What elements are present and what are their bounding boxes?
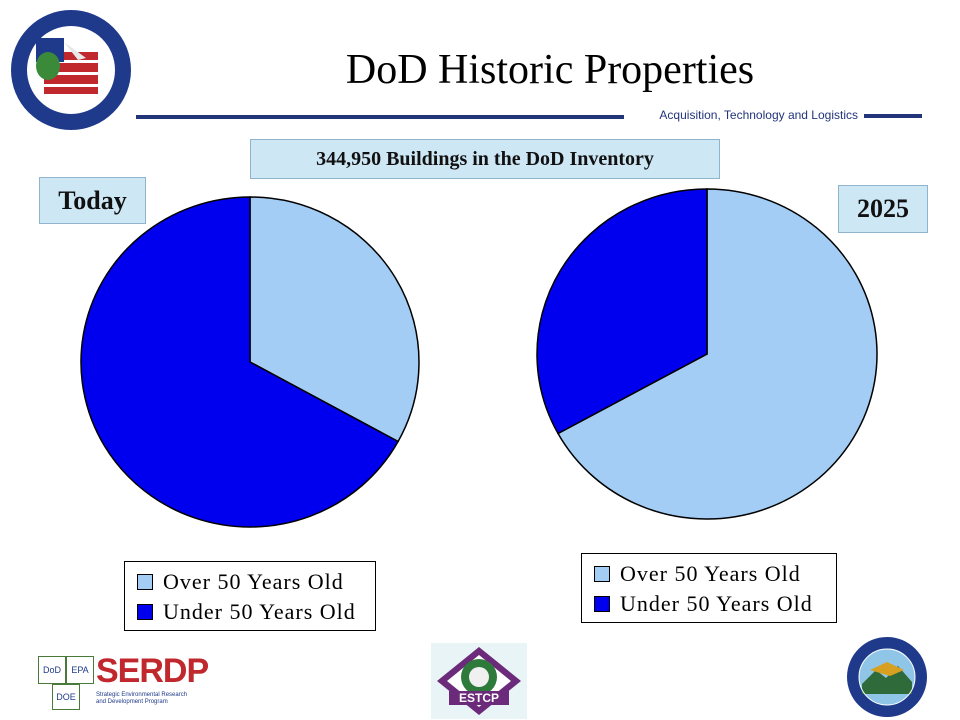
dusd-ie-seal-logo [11,10,131,130]
serdp-box-doe: DOE [52,684,80,710]
slice-under-50 [536,188,708,435]
legend-label-over: Over 50 Years Old [163,569,344,594]
slice-over-50 [556,188,878,520]
header-rule-right [864,114,922,118]
estcp-title: ESTCP [459,691,499,705]
legend-label-under: Under 50 Years Old [163,599,356,624]
pie-chart-2025 [536,188,878,520]
legend-item-over: Over 50 Years Old [594,562,801,586]
serdp-tagline: Strategic Environmental Research and Dev… [96,692,188,705]
legend-item-over: Over 50 Years Old [137,570,344,594]
legacy-program-seal [847,637,927,717]
serdp-logo: DoD EPA DOE SERDP Strategic Environmenta… [38,652,209,712]
estcp-logo: ESTCP [431,643,527,719]
legend-swatch-under [594,595,610,612]
slice-over-50 [249,196,420,443]
legend-swatch-over [137,573,153,590]
legend-item-under: Under 50 Years Old [594,592,813,616]
serdp-box-epa: EPA [66,656,94,684]
legend-swatch-over [594,565,610,582]
header-subtitle: Acquisition, Technology and Logistics [659,108,858,122]
legend-swatch-under [137,603,153,620]
legend-label-over: Over 50 Years Old [620,561,801,586]
header-rule-left [136,115,624,119]
pie-chart-today [80,196,420,528]
inventory-banner: 344,950 Buildings in the DoD Inventory [250,139,720,179]
page-title: DoD Historic Properties [345,47,755,93]
legend-label-under: Under 50 Years Old [620,591,813,616]
legend-item-under: Under 50 Years Old [137,600,356,624]
chart-title-today: Today [39,177,146,224]
serdp-title: SERDP [96,652,209,690]
serdp-box-dod: DoD [38,656,66,684]
slice-under-50 [80,196,400,528]
legend-2025: Over 50 Years Old Under 50 Years Old [581,553,837,623]
chart-title-2025: 2025 [838,185,928,233]
legend-today: Over 50 Years Old Under 50 Years Old [124,561,376,631]
